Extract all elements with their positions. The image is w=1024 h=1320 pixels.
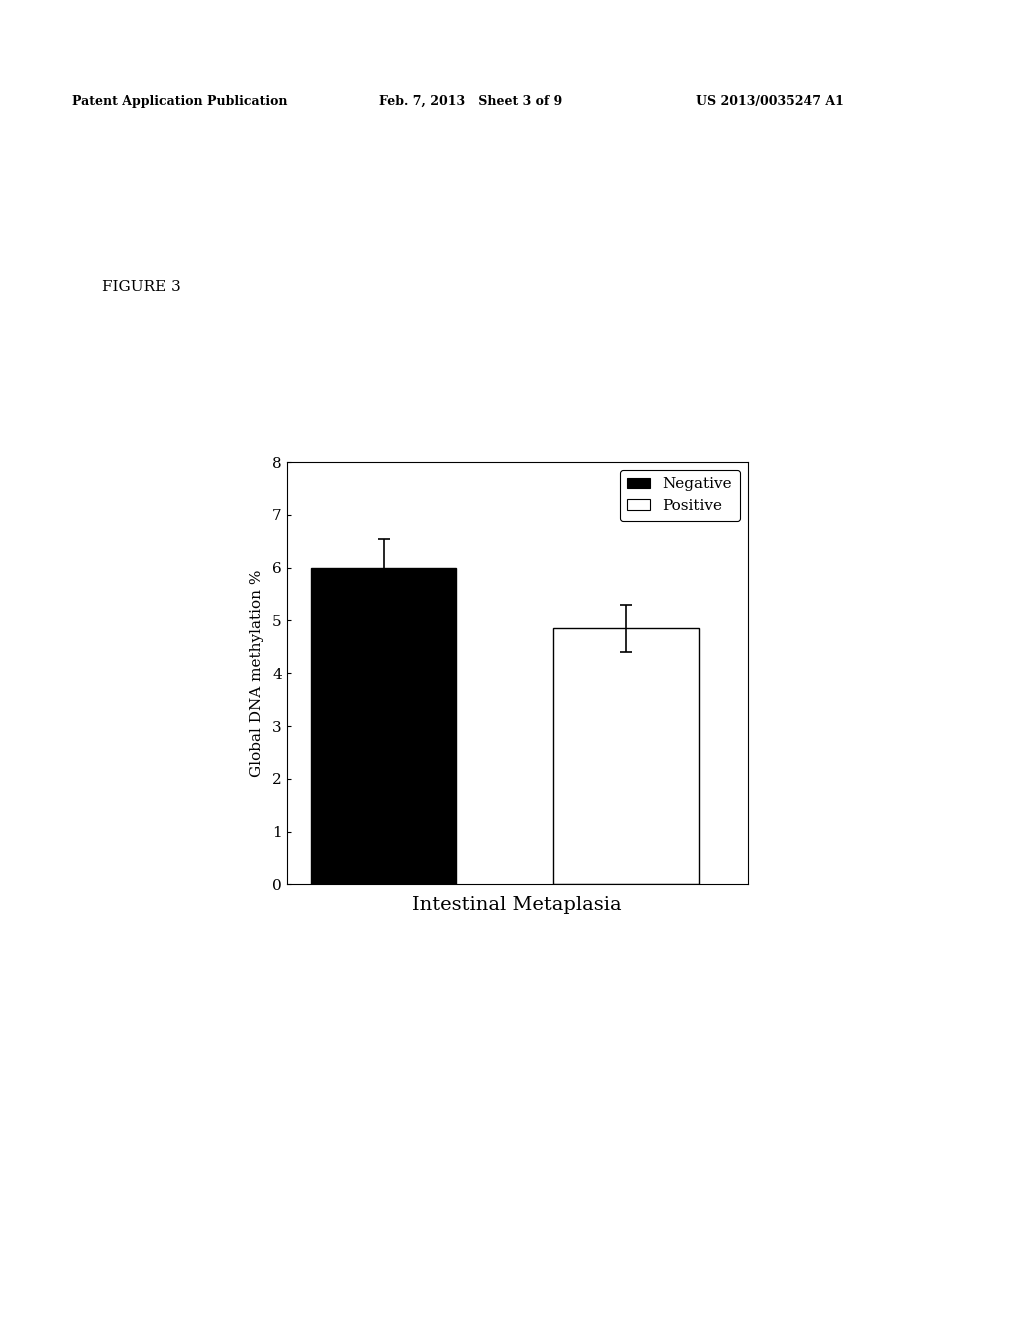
- Y-axis label: Global DNA methylation %: Global DNA methylation %: [250, 569, 264, 777]
- X-axis label: Intestinal Metaplasia: Intestinal Metaplasia: [413, 895, 622, 913]
- Bar: [311, 568, 457, 884]
- Text: Patent Application Publication: Patent Application Publication: [72, 95, 287, 108]
- Text: FIGURE 3: FIGURE 3: [102, 280, 181, 294]
- Text: US 2013/0035247 A1: US 2013/0035247 A1: [696, 95, 844, 108]
- Bar: [554, 628, 699, 884]
- Text: Feb. 7, 2013   Sheet 3 of 9: Feb. 7, 2013 Sheet 3 of 9: [379, 95, 562, 108]
- Legend: Negative, Positive: Negative, Positive: [620, 470, 740, 520]
